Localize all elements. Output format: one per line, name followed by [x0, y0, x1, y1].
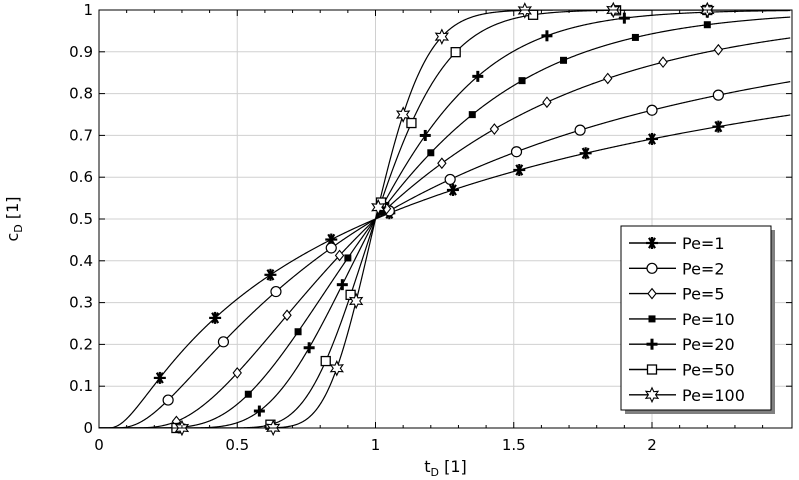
series-line-Pe=2 — [99, 81, 791, 428]
data-point-Pe=1 — [446, 183, 459, 196]
legend-entry-label: Pe=20 — [682, 335, 735, 354]
legend-marker — [646, 237, 658, 249]
data-point-Pe=100 — [329, 359, 344, 377]
data-point-Pe=10 — [244, 390, 252, 398]
data-point-Pe=5 — [232, 367, 242, 379]
legend-entry-label: Pe=5 — [682, 285, 725, 304]
data-point-Pe=2 — [270, 285, 282, 298]
legend-marker — [647, 287, 657, 300]
x-axis-label-unit: [1] — [439, 457, 467, 476]
data-point-Pe=10 — [377, 208, 385, 216]
y-tick-label: 1 — [83, 1, 93, 19]
legend-entry-label: Pe=100 — [682, 386, 745, 405]
y-tick-label: 0.3 — [69, 294, 93, 312]
ticks: 0 0.5 1 1.5 2 0 0.1 0.2 0.3 0.4 0.5 0.6 0.7 0.8 0.9 1 — [69, 1, 792, 454]
data-point-Pe=5 — [658, 56, 668, 69]
legend-marker — [646, 262, 658, 274]
data-point-Pe=50 — [406, 117, 417, 129]
y-axis-label-main: c — [3, 233, 22, 242]
x-tick-label: 0 — [94, 436, 104, 454]
x-tick-label: 0.5 — [225, 436, 249, 454]
data-point-Pe=1 — [513, 163, 526, 176]
data-point-Pe=10 — [468, 111, 476, 119]
data-point-Pe=2 — [162, 394, 174, 406]
legend-box — [620, 225, 772, 411]
data-point-Pe=2 — [646, 104, 658, 116]
y-axis-label: cD [1] — [3, 196, 25, 241]
x-tick-label: 2 — [647, 436, 657, 454]
data-point-Pe=10 — [631, 33, 639, 41]
legend-marker — [646, 364, 658, 375]
data-point-Pe=5 — [437, 157, 447, 170]
data-point-Pe=20 — [419, 129, 431, 141]
x-tick-label: 1.5 — [502, 436, 526, 454]
data-point-Pe=1 — [646, 132, 658, 145]
data-point-Pe=1 — [209, 311, 222, 324]
data-point-Pe=50 — [320, 355, 331, 367]
data-point-Pe=100 — [434, 28, 450, 45]
data-point-Pe=20 — [253, 405, 265, 417]
y-tick-label: 0.6 — [69, 168, 93, 186]
data-point-Pe=2 — [217, 336, 230, 348]
data-point-Pe=20 — [336, 279, 348, 291]
y-tick-label: 0.5 — [69, 210, 93, 228]
data-point-Pe=10 — [427, 149, 435, 157]
data-point-Pe=5 — [282, 309, 292, 322]
data-point-Pe=50 — [450, 47, 461, 58]
y-axis-label-subscript: D — [12, 224, 25, 232]
data-point-Pe=10 — [344, 254, 352, 262]
data-point-Pe=10 — [560, 56, 568, 64]
legend: Pe=1 Pe=2 Pe=5 Pe=10 Pe=20 Pe=50 Pe=100 — [620, 225, 775, 414]
y-tick-label: 0.7 — [69, 126, 93, 144]
data-point-Pe=50 — [527, 9, 539, 20]
legend-marker — [644, 386, 660, 404]
y-tick-label: 0.2 — [69, 335, 93, 353]
data-point-Pe=50 — [345, 289, 356, 300]
series-line-Pe=20 — [99, 10, 791, 428]
data-point-Pe=1 — [579, 147, 592, 160]
legend-marker — [648, 315, 656, 323]
data-point-Pe=2 — [574, 124, 586, 136]
legend-marker — [646, 338, 658, 350]
x-axis-label-main: t — [424, 457, 430, 476]
legend-entry-label: Pe=50 — [682, 361, 735, 380]
data-point-Pe=5 — [713, 43, 724, 56]
y-tick-label: 0.4 — [69, 252, 93, 270]
y-tick-label: 0.1 — [69, 377, 93, 395]
data-point-Pe=2 — [510, 146, 523, 158]
data-point-Pe=10 — [518, 77, 526, 85]
data-point-Pe=100 — [348, 292, 364, 310]
legend-entry-label: Pe=10 — [682, 310, 735, 329]
x-axis-label: tD [1] — [424, 457, 467, 479]
series-line-Pe=10 — [99, 16, 791, 428]
data-point-Pe=1 — [153, 371, 166, 384]
data-point-Pe=5 — [489, 123, 500, 135]
data-point-Pe=2 — [325, 242, 337, 254]
y-tick-label: 0 — [83, 419, 93, 437]
data-point-Pe=5 — [334, 249, 345, 262]
data-point-Pe=20 — [472, 70, 484, 82]
data-point-Pe=20 — [303, 342, 315, 354]
y-tick-label: 0.9 — [69, 43, 93, 61]
data-point-Pe=100 — [371, 198, 386, 216]
data-point-Pe=2 — [712, 89, 724, 101]
data-point-Pe=10 — [294, 328, 302, 336]
data-point-Pe=1 — [264, 268, 277, 281]
data-point-Pe=100 — [395, 106, 411, 123]
data-point-Pe=5 — [603, 72, 613, 85]
y-axis-label-unit: [1] — [3, 196, 22, 224]
data-point-Pe=20 — [618, 12, 630, 24]
legend-entry-label: Pe=1 — [682, 234, 725, 253]
data-point-Pe=1 — [712, 120, 725, 133]
data-point-Pe=5 — [542, 96, 552, 109]
data-point-Pe=20 — [541, 30, 553, 42]
data-point-Pe=2 — [444, 173, 456, 186]
y-tick-label: 0.8 — [69, 85, 93, 103]
x-tick-label: 1 — [371, 436, 381, 454]
data-point-Pe=10 — [703, 21, 711, 29]
x-axis-label-subscript: D — [431, 466, 439, 479]
legend-entry-label: Pe=2 — [682, 259, 725, 278]
